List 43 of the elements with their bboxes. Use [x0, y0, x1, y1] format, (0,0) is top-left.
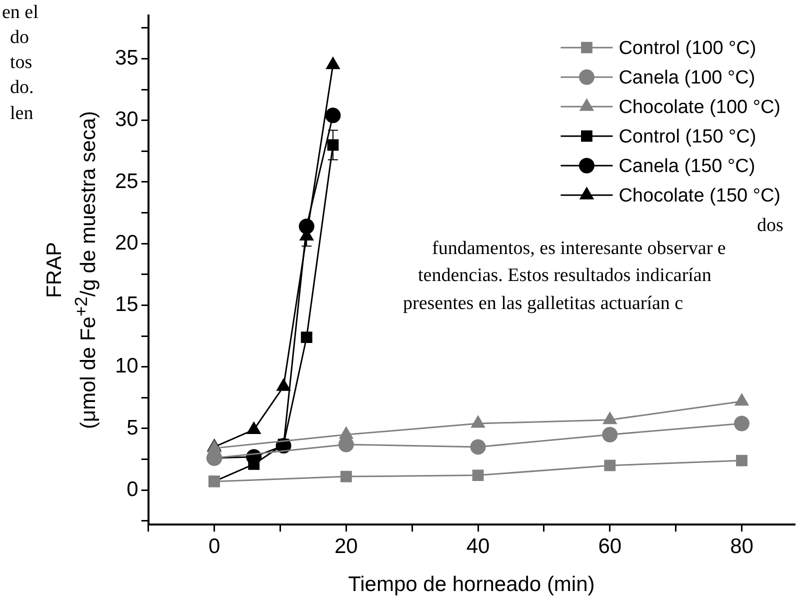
legend-label: Control (150 °C) — [618, 126, 756, 148]
y-tick-label: 35 — [115, 46, 138, 70]
y-tick-label: 5 — [126, 416, 138, 440]
point — [602, 426, 618, 442]
annotation: dos — [757, 215, 784, 237]
text: tos — [10, 52, 32, 74]
text: len — [10, 103, 34, 125]
text: en el — [2, 2, 38, 24]
x-axis-title: Tiempo de horneado (min) — [348, 573, 595, 596]
point — [338, 436, 354, 452]
point — [603, 412, 617, 424]
x-tick-label: 60 — [598, 534, 622, 558]
point — [472, 470, 484, 481]
legend-label: Canela (150 °C) — [618, 156, 756, 177]
legend-label: Canela (100 °C) — [618, 67, 756, 88]
legend-label: Chocolate (150 °C) — [618, 185, 781, 206]
annotation: fundamentos, es interesante observar e — [432, 238, 726, 260]
point — [734, 416, 750, 432]
x-tick-label: 0 — [208, 534, 220, 558]
point — [736, 454, 748, 466]
point — [604, 460, 616, 472]
point — [325, 108, 341, 124]
x-tick-label: 80 — [730, 534, 754, 558]
legend-label: Control (100 °C) — [618, 38, 756, 59]
y-tick-label: 30 — [115, 108, 138, 132]
point — [470, 439, 486, 455]
text: do. — [10, 77, 34, 99]
x-tick-label: 40 — [466, 534, 490, 558]
point — [734, 394, 749, 406]
y-tick-label: 10 — [115, 354, 138, 378]
point — [326, 57, 340, 70]
text: do — [10, 27, 29, 49]
y-tick-label: 0 — [126, 478, 138, 501]
point — [340, 470, 352, 482]
x-tick-label: 20 — [334, 534, 358, 558]
y-tick-label: 15 — [115, 293, 138, 316]
y-tick-label: 20 — [115, 231, 138, 254]
point — [300, 332, 312, 343]
annotation: presentes en las galletitas actuarían c — [403, 293, 684, 315]
y-tick-label: 25 — [115, 170, 138, 193]
point — [298, 218, 314, 234]
annotation: tendencias. Estos resultados indicarían — [418, 265, 712, 287]
legend-label: Chocolate (100 °C) — [618, 96, 781, 118]
